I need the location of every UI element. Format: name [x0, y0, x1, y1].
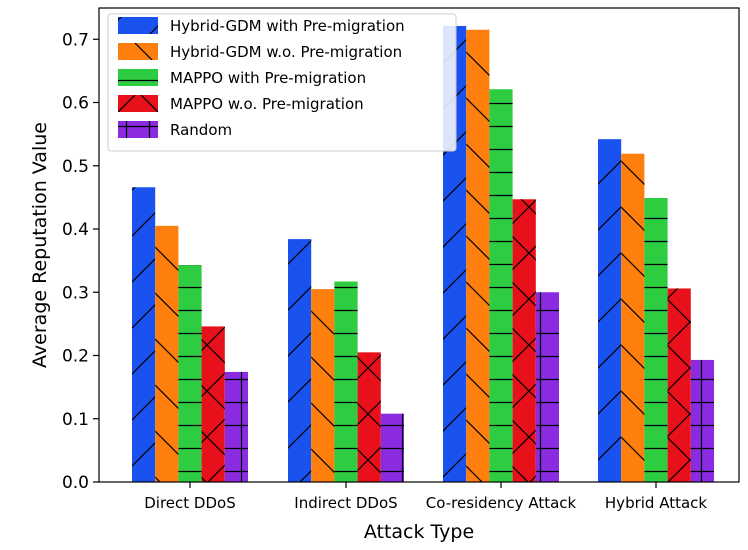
bar-hatch: [201, 326, 225, 482]
legend-item: Hybrid-GDM with Pre-migration: [118, 17, 405, 35]
bar-hatch: [155, 225, 179, 482]
legend-box: [107, 13, 457, 152]
bar-hatch: [466, 29, 490, 482]
legend-item: Random: [118, 121, 232, 139]
bar-hatch: [380, 413, 404, 482]
legend-swatch-hatch: [118, 17, 158, 34]
bar: [667, 288, 691, 482]
bar: [334, 281, 358, 482]
y-tick-label: 0.2: [62, 347, 89, 367]
legend-swatch-hatch: [118, 95, 158, 112]
bar-hatch: [311, 289, 335, 482]
legend: Hybrid-GDM with Pre-migration Hybrid-GDM …: [107, 13, 457, 152]
bar-hatch: [644, 198, 668, 482]
legend-item: Hybrid-GDM w.o. Pre-migration: [118, 43, 402, 61]
bar: [132, 187, 156, 482]
plot-frame: [98, 7, 740, 483]
bar: [178, 265, 202, 482]
bar-hatch: [667, 288, 691, 482]
bar-hatch: [535, 292, 559, 482]
bar-hatch: [224, 371, 248, 482]
x-tick-label: Hybrid Attack: [605, 494, 708, 512]
x-tick-label: Indirect DDoS: [294, 494, 397, 512]
bar: [311, 289, 335, 482]
bar: [201, 326, 225, 482]
y-axis: 0.0 0.1 0.2 0.3 0.4 0.5 0.6 0.7: [62, 30, 99, 493]
legend-label: MAPPO w.o. Pre-migration: [170, 95, 364, 113]
legend-label: Hybrid-GDM w.o. Pre-migration: [170, 43, 402, 61]
bar: [690, 359, 714, 482]
bar-hatch: [598, 139, 622, 482]
legend-label: MAPPO with Pre-migration: [170, 69, 366, 87]
bar: [644, 198, 668, 482]
x-tick-label: Co-residency Attack: [426, 494, 577, 512]
bar-hatch: [690, 359, 714, 482]
bar-hatch: [288, 239, 312, 482]
bar-hatch: [357, 352, 381, 482]
y-tick-label: 0.6: [62, 94, 89, 114]
bar-hatch: [621, 153, 645, 483]
bar: [535, 292, 559, 482]
bar: [155, 225, 179, 482]
bar: [357, 352, 381, 482]
bar: [380, 413, 404, 482]
x-axis: Direct DDoS Indirect DDoS Co-residency Att…: [144, 482, 707, 512]
y-tick-label: 0.5: [62, 157, 89, 177]
bar-hatch: [132, 187, 156, 482]
legend-swatch-hatch: [118, 69, 158, 86]
bar: [489, 89, 513, 482]
bar: [288, 239, 312, 482]
bar-hatch: [178, 265, 202, 482]
y-axis-label: Average Reputation Value: [29, 122, 51, 368]
bar: [512, 199, 536, 482]
legend-item: MAPPO w.o. Pre-migration: [118, 95, 364, 113]
y-tick-label: 0.4: [62, 220, 89, 240]
bar-hatch: [334, 281, 358, 482]
legend-item: MAPPO with Pre-migration: [118, 69, 366, 87]
y-tick-label: 0.0: [62, 473, 89, 493]
y-tick-label: 0.7: [62, 30, 89, 50]
bar: [598, 139, 622, 482]
bar: [224, 371, 248, 482]
y-tick-label: 0.3: [62, 283, 89, 303]
legend-swatch-hatch: [118, 43, 158, 60]
legend-label: Random: [170, 121, 232, 139]
x-axis-label: Attack Type: [364, 521, 474, 543]
legend-swatch-hatch: [118, 121, 158, 138]
bar-hatch: [489, 89, 513, 482]
y-tick-label: 0.1: [62, 410, 89, 430]
x-tick-label: Direct DDoS: [144, 494, 235, 512]
bars-group: [132, 25, 714, 483]
bar-hatch: [512, 199, 536, 482]
bar: [621, 153, 645, 483]
bar: [466, 29, 490, 482]
legend-label: Hybrid-GDM with Pre-migration: [170, 17, 405, 35]
